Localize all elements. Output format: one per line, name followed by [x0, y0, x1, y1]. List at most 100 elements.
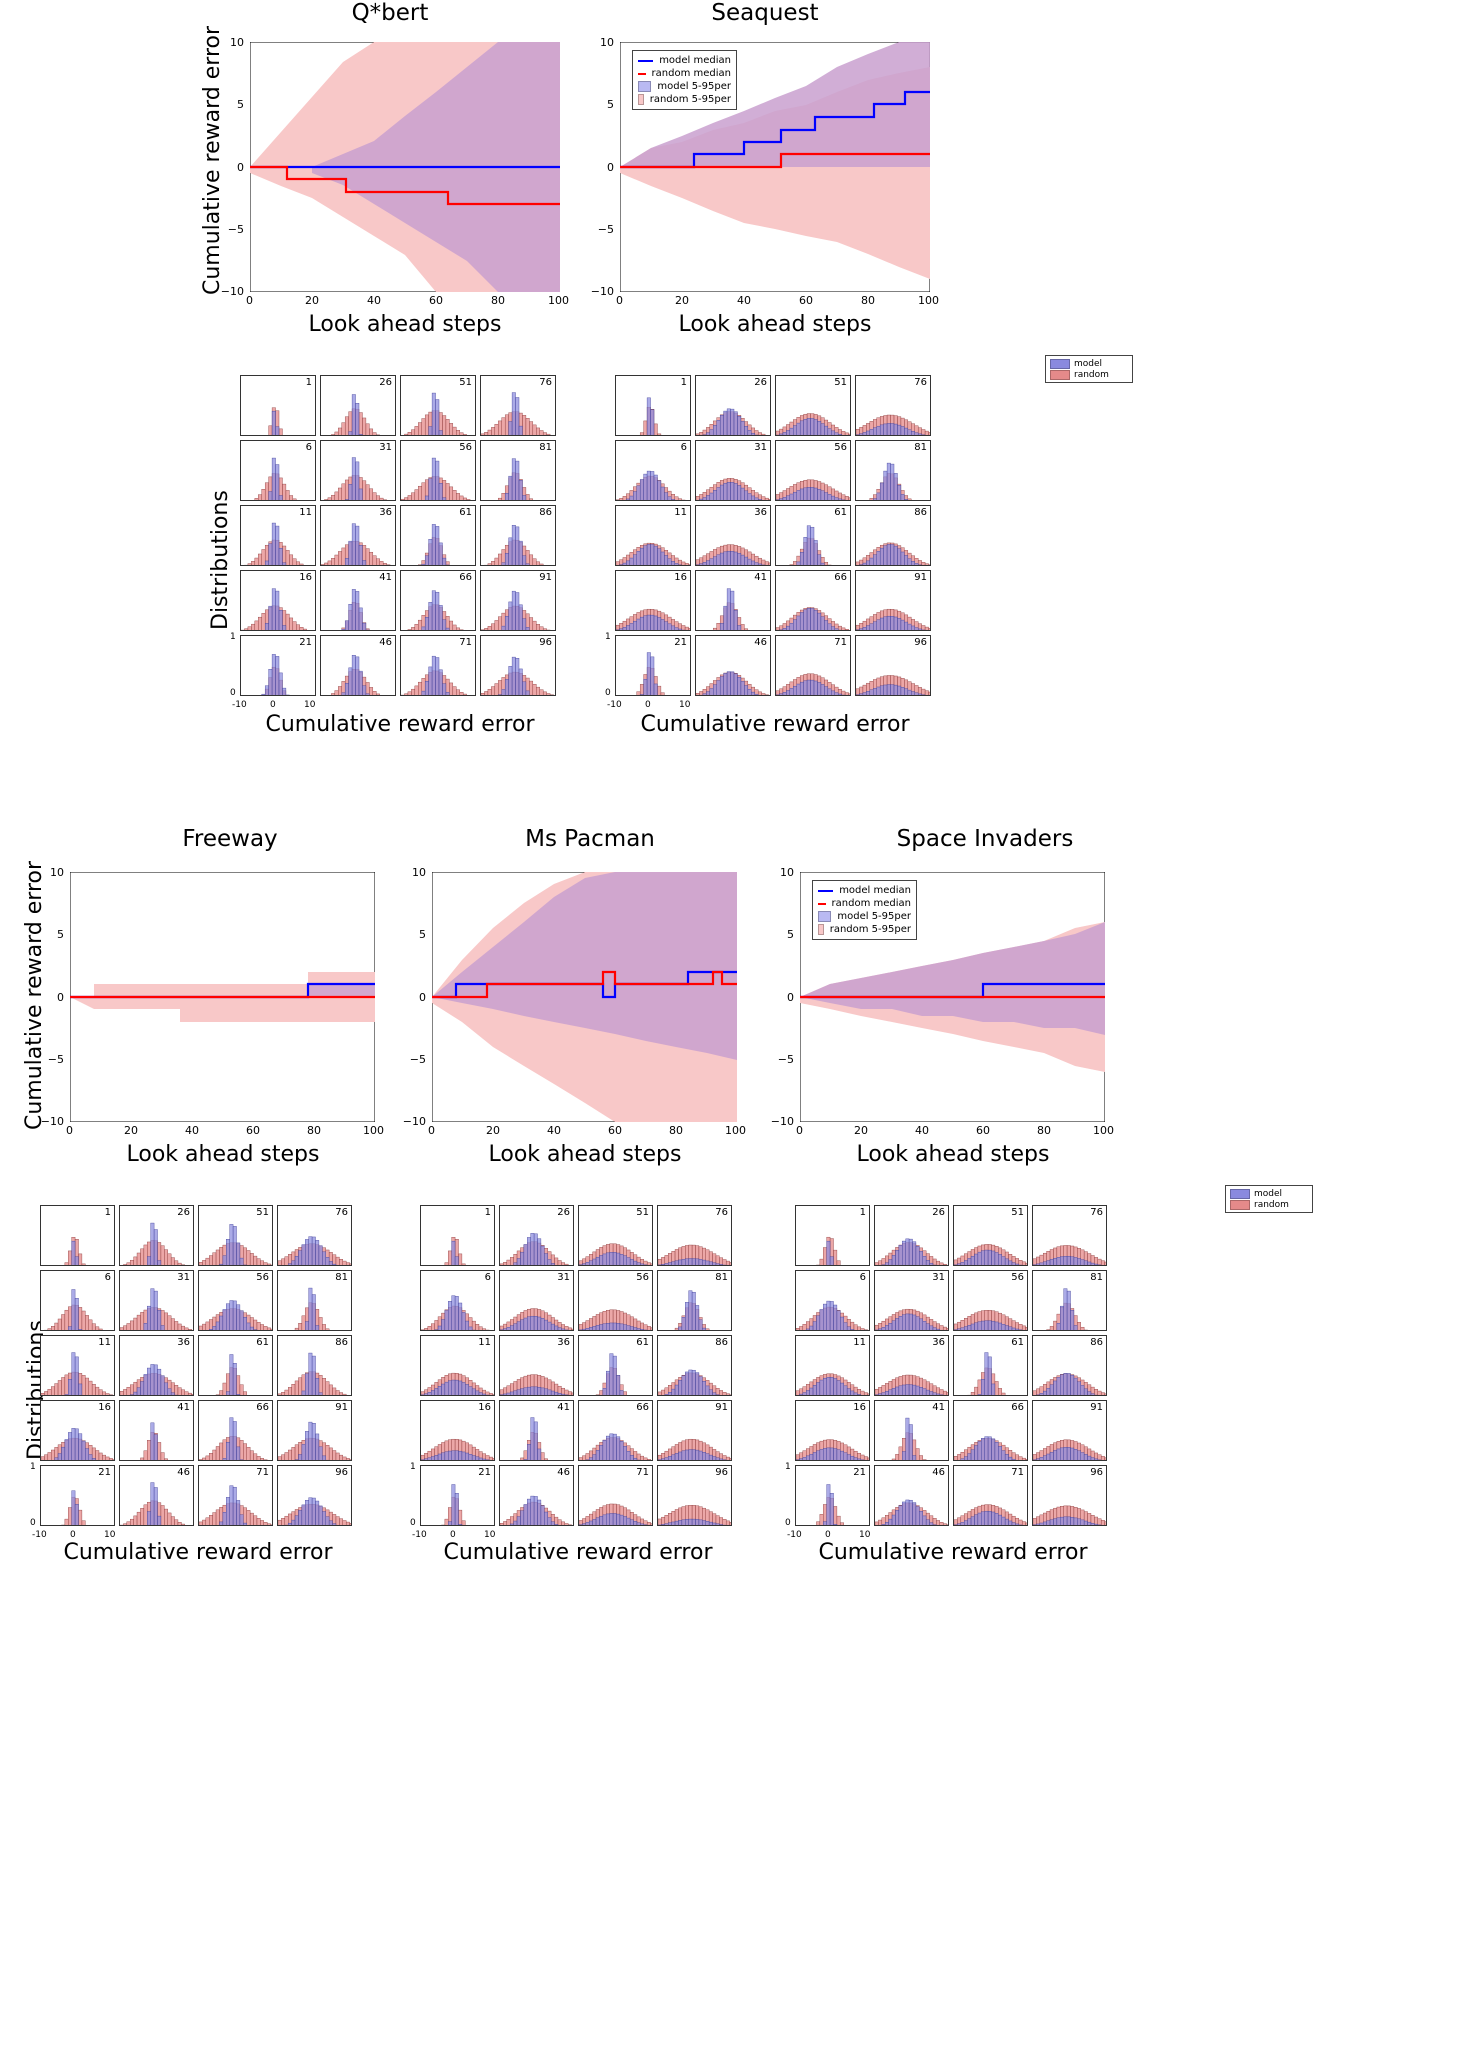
legend-label: model median [659, 55, 731, 66]
hist-panel: 46 [320, 635, 396, 696]
random-band-swatch [638, 94, 644, 105]
hist-panel: 6 [420, 1270, 495, 1331]
hist-panel-number: 41 [177, 1402, 190, 1413]
hist-panel: 16 [240, 570, 316, 631]
hist-panel: 96 [657, 1465, 732, 1526]
hist-panel-number: 16 [299, 572, 312, 583]
hist-panel: 31 [499, 1270, 574, 1331]
hist-panel: 6 [615, 440, 691, 501]
hist-panel: 91 [480, 570, 556, 631]
xaxis-ticks-spaceinvaders: 0 20 40 60 80 100 [796, 1124, 1114, 1137]
legend-item: model median [818, 884, 911, 897]
hist-panel: 46 [874, 1465, 949, 1526]
chart-title-spaceinvaders: Space Invaders [896, 826, 1074, 852]
hist-panel-number: 6 [680, 442, 687, 453]
hist-panel: 6 [40, 1270, 115, 1331]
hist-panel: 51 [578, 1205, 653, 1266]
hist-panel-number: 31 [754, 442, 767, 453]
hist-panel-number: 56 [636, 1272, 649, 1283]
legend-label: random median [651, 68, 731, 79]
hist-panel-number: 46 [557, 1467, 570, 1478]
hist-panel: 51 [198, 1205, 273, 1266]
hist-panel: 41 [874, 1400, 949, 1461]
chart-title-freeway: Freeway [182, 826, 278, 852]
random-median-swatch [638, 72, 646, 75]
hist-panel-number: 1 [484, 1207, 491, 1218]
hist-panel: 91 [855, 570, 931, 631]
hist-panel-number: 61 [459, 507, 472, 518]
hist-panel-number: 11 [478, 1337, 491, 1348]
hist-panel-number: 66 [834, 572, 847, 583]
hist-panel-number: 86 [914, 507, 927, 518]
hist-panel-number: 16 [98, 1402, 111, 1413]
xaxis-label-qbert: Look ahead steps [308, 312, 502, 337]
hist-panel: 81 [277, 1270, 352, 1331]
hist-panel-number: 51 [1011, 1207, 1024, 1218]
hist-panel: 61 [578, 1335, 653, 1396]
hist-panel: 1 [420, 1205, 495, 1266]
random-median-seaquest [620, 152, 930, 169]
hist-panel-number: 51 [834, 377, 847, 388]
hist-panel: 61 [775, 505, 851, 566]
line-chart-spaceinvaders [800, 872, 1105, 1122]
hist-panel: 11 [40, 1335, 115, 1396]
hist-panel-number: 76 [1090, 1207, 1103, 1218]
hist-panel-number: 36 [379, 507, 392, 518]
random-swatch [1050, 369, 1070, 380]
hist-panel-number: 61 [636, 1337, 649, 1348]
hist-panel: 96 [277, 1465, 352, 1526]
model-median-mspacman [432, 970, 737, 999]
random-band-swatch [818, 924, 824, 935]
hist-panel-number: 56 [1011, 1272, 1024, 1283]
hist-panel: 16 [40, 1400, 115, 1461]
legend-seaquest: model median random median model 5-95per… [632, 50, 737, 110]
hist-panel-number: 46 [379, 637, 392, 648]
hist-panel: 91 [277, 1400, 352, 1461]
hist-panel-number: 21 [853, 1467, 866, 1478]
hist-panel-number: 51 [459, 377, 472, 388]
hist-panel-number: 56 [459, 442, 472, 453]
hist-axis-labels-qbert: 1 0 -10 0 10 [230, 632, 316, 710]
legend-item: model [1050, 358, 1128, 369]
hist-panel-number: 46 [754, 637, 767, 648]
hist-panel: 36 [695, 505, 771, 566]
legend-label: random 5-95per [829, 924, 911, 935]
xaxis-label-seaquest: Look ahead steps [678, 312, 872, 337]
legend-item: random 5-95per [818, 923, 911, 936]
hist-panel-number: 6 [305, 442, 312, 453]
hist-panel: 11 [795, 1335, 870, 1396]
hist-panel-number: 11 [674, 507, 687, 518]
hist-panel: 66 [578, 1400, 653, 1461]
hist-panel-number: 31 [557, 1272, 570, 1283]
hist-panel-number: 71 [834, 637, 847, 648]
hist-panel-number: 31 [379, 442, 392, 453]
hist-panel-number: 66 [459, 572, 472, 583]
hist-panel-number: 86 [539, 507, 552, 518]
hist-panel: 91 [1032, 1400, 1107, 1461]
hist-panel-number: 21 [299, 637, 312, 648]
hist-panel-number: 91 [914, 572, 927, 583]
hist-panel: 41 [695, 570, 771, 631]
hist-panel: 1 [40, 1205, 115, 1266]
model-median-seaquest [620, 90, 930, 169]
hist-panel-number: 61 [256, 1337, 269, 1348]
legend-label: random median [831, 898, 911, 909]
hist-panel-number: 86 [715, 1337, 728, 1348]
hist-panel: 1 [240, 375, 316, 436]
hist-panel-number: 56 [256, 1272, 269, 1283]
hist-panel-number: 36 [177, 1337, 190, 1348]
hist-panel: 56 [400, 440, 476, 501]
hist-panel: 36 [320, 505, 396, 566]
hist-panel: 56 [775, 440, 851, 501]
hist-panel-number: 66 [1011, 1402, 1024, 1413]
yaxis-ticks-mspacman: 10 5 0 −5 −10 [402, 866, 426, 1128]
hist-panel: 51 [953, 1205, 1028, 1266]
hist-panel: 51 [400, 375, 476, 436]
hist-panel-number: 91 [335, 1402, 348, 1413]
xaxis-label-freeway: Look ahead steps [126, 1142, 320, 1167]
hist-panel: 66 [953, 1400, 1028, 1461]
hist-panel: 66 [198, 1400, 273, 1461]
hist-legend-seaquest: model random [1045, 355, 1133, 383]
hist-panel: 16 [615, 570, 691, 631]
hist-panel-number: 26 [557, 1207, 570, 1218]
